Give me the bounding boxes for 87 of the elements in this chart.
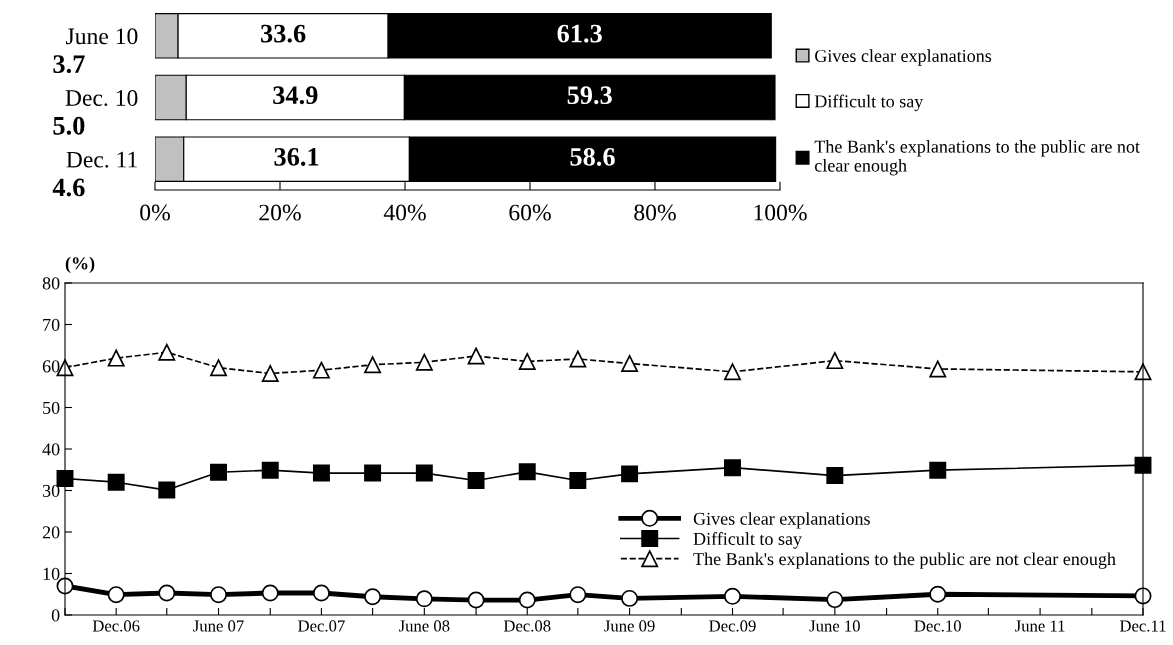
point	[415, 590, 433, 608]
y-tick-label: Dec. 11	[66, 151, 137, 168]
data-label: 3.7	[53, 55, 85, 74]
point	[826, 467, 844, 485]
data-label: 58.6	[570, 147, 615, 166]
point	[210, 586, 227, 604]
point	[312, 584, 330, 602]
x-tick-label: Dec.06	[92, 620, 140, 632]
data-label: 34.9	[273, 86, 318, 105]
point	[261, 461, 279, 479]
point	[569, 586, 587, 604]
point	[929, 360, 947, 378]
data-label: 5.0	[53, 116, 85, 135]
x-tick-label: Dec.07	[298, 620, 345, 632]
point	[107, 473, 125, 491]
point	[724, 587, 741, 605]
y-tick-label: June 10	[66, 28, 138, 45]
x-tick-label: 40%	[383, 204, 426, 221]
x-tick-label: Dec.10	[914, 620, 961, 632]
legend-label: The Bank's explanations to the public are not clear enough	[693, 552, 1116, 569]
legend-label: Gives clear explanations	[815, 49, 992, 66]
data-label: 4.6	[52, 178, 85, 197]
point	[312, 464, 330, 482]
point	[518, 591, 536, 609]
point	[467, 472, 485, 490]
x-tick-label: June 07	[193, 620, 244, 632]
point	[415, 353, 433, 371]
point	[158, 481, 176, 499]
y-tick-label: 10	[43, 567, 60, 580]
point	[929, 585, 947, 603]
point	[826, 352, 844, 370]
legend-label: The Bank's explanations to the public are not clear enough	[814, 140, 1140, 176]
x-tick-label: June 08	[398, 620, 450, 632]
x-tick-label: June 10	[809, 620, 860, 632]
point	[621, 355, 639, 372]
legend-label: Difficult to say	[693, 532, 802, 549]
point	[929, 461, 947, 479]
point	[621, 589, 639, 607]
y-tick-label: 70	[43, 318, 60, 331]
point	[569, 350, 587, 368]
point	[261, 584, 279, 602]
point	[724, 363, 741, 381]
point	[467, 591, 485, 609]
x-tick-label: Dec.09	[709, 620, 756, 632]
y-tick-label: 20	[42, 526, 60, 539]
y-tick-label: 30	[42, 484, 60, 497]
point	[826, 591, 844, 609]
x-tick-label: 100%	[754, 204, 807, 221]
y-tick-label: 50	[43, 401, 60, 414]
data-label: 33.6	[261, 24, 306, 43]
x-tick-label: June 11	[1015, 620, 1065, 632]
point	[364, 588, 382, 606]
x-tick-label: 60%	[509, 204, 551, 221]
point	[312, 361, 330, 379]
y-tick-label: Dec. 10	[65, 89, 138, 107]
y-axis-title: (%)	[65, 256, 95, 274]
data-label: 59.3	[567, 86, 612, 105]
point	[158, 343, 176, 361]
legend-label: Difficult to say	[814, 94, 924, 112]
point	[364, 356, 382, 374]
x-tick-label: 20%	[259, 204, 301, 221]
data-label: 36.1	[274, 148, 319, 166]
point	[518, 352, 536, 370]
point	[158, 584, 176, 602]
y-tick-label: 0	[51, 609, 60, 622]
point	[518, 463, 536, 481]
point	[107, 586, 125, 604]
point	[364, 464, 382, 482]
x-tick-label: 80%	[634, 204, 676, 221]
x-tick-label: June 09	[604, 620, 655, 632]
point	[467, 347, 485, 365]
point	[569, 472, 587, 490]
point	[210, 359, 227, 377]
point	[621, 465, 639, 483]
x-tick-label: Dec.11	[1119, 620, 1166, 632]
point	[724, 459, 741, 477]
x-tick-label: Dec.08	[503, 620, 551, 632]
data-label: 61.3	[557, 24, 602, 43]
x-tick-label: 0%	[140, 204, 170, 221]
y-tick-label: 60	[42, 360, 60, 373]
legend-label: Gives clear explanations	[693, 512, 870, 529]
point	[261, 364, 279, 382]
y-tick-label: 80	[42, 277, 60, 290]
point	[107, 349, 125, 367]
point	[210, 463, 227, 481]
y-tick-label: 40	[42, 443, 60, 456]
point	[415, 464, 433, 482]
